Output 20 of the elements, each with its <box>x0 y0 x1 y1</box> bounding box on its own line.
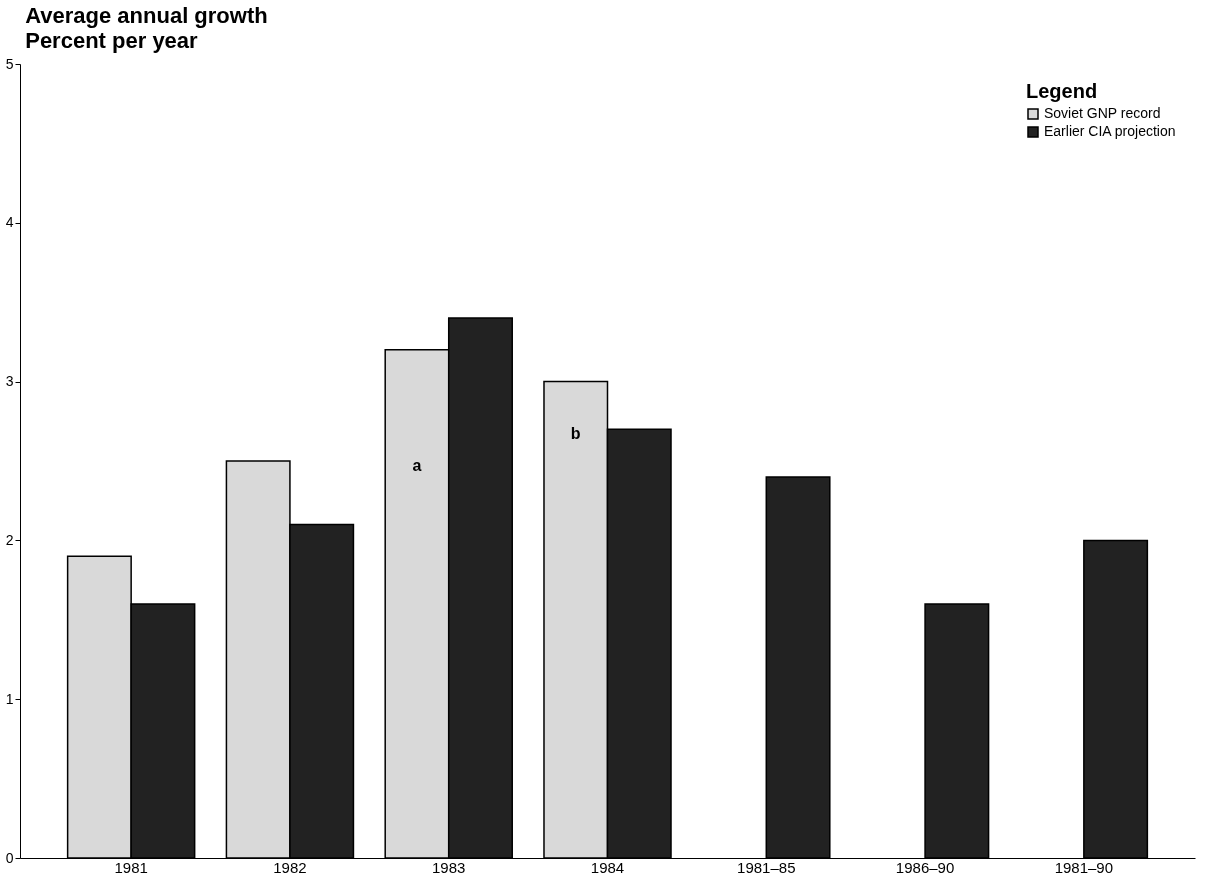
chart-title: Average annual growth <box>25 3 268 28</box>
x-tick-label: 1981–85 <box>737 858 796 876</box>
annotation: a <box>412 456 422 474</box>
x-tick-label: 1981 <box>114 858 148 876</box>
legend-label: Earlier CIA projection <box>1044 123 1176 139</box>
legend-label: Soviet GNP record <box>1044 105 1161 121</box>
y-tick-label: 2 <box>5 531 14 548</box>
x-tick-label: 1986–90 <box>895 858 955 876</box>
y-tick-label: 5 <box>5 55 14 72</box>
annotation: b <box>570 425 581 442</box>
x-tick-label: 1983 <box>432 858 466 876</box>
y-tick-label: 1 <box>5 690 14 707</box>
y-tick-label: 4 <box>5 214 14 231</box>
x-tick-label: 1981–90 <box>1054 858 1114 876</box>
y-tick-label: 3 <box>5 373 14 390</box>
x-tick-label: 1982 <box>273 858 307 876</box>
y-tick-label: 0 <box>5 849 14 866</box>
chart-subtitle: Percent per year <box>25 28 199 53</box>
x-tick-label: 1984 <box>590 858 625 876</box>
legend-title: Legend <box>1026 80 1098 102</box>
